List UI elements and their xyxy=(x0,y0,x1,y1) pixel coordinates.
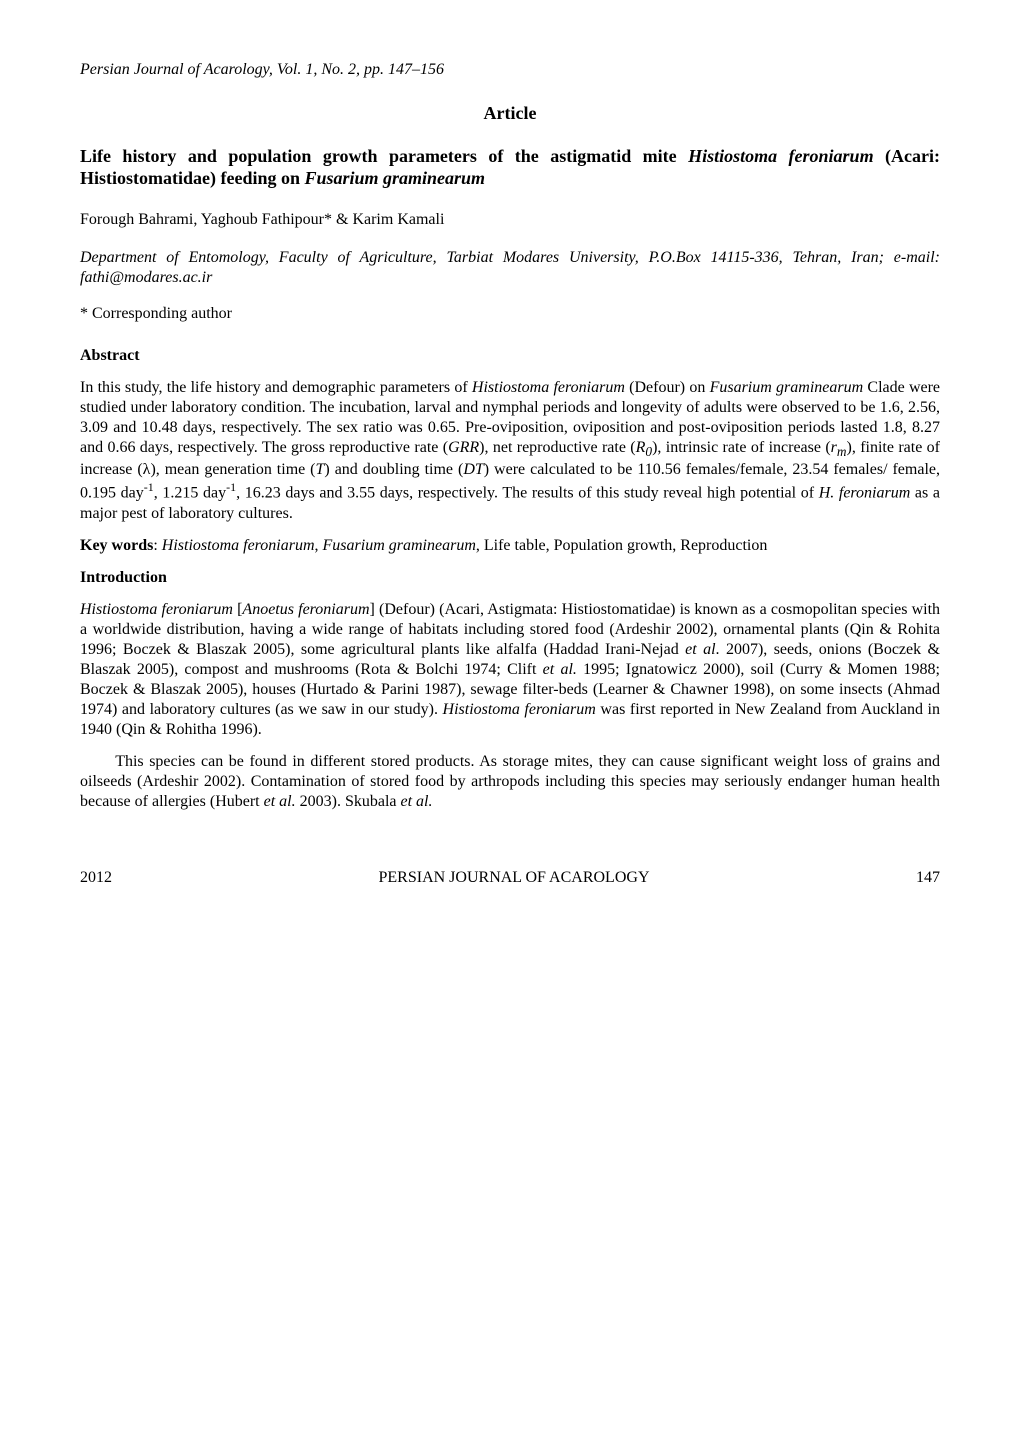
intro-paragraph-2: This species can be found in different s… xyxy=(80,752,940,812)
abstract-species: Histiostoma feroniarum xyxy=(472,379,625,396)
abstract-paragraph: In this study, the life history and demo… xyxy=(80,378,940,524)
keywords-species: Histiostoma feroniarum xyxy=(162,537,315,554)
introduction-heading: Introduction xyxy=(80,568,940,588)
title-species-2: Fusarium graminearum xyxy=(305,168,486,188)
intro-etal: et al xyxy=(685,641,715,658)
keywords-species: Fusarium graminearum xyxy=(323,537,476,554)
intro-species: Histiostoma feroniarum xyxy=(443,701,596,718)
journal-header: Persian Journal of Acarology, Vol. 1, No… xyxy=(80,60,940,80)
paper-title: Life history and population growth param… xyxy=(80,145,940,190)
title-species-1: Histiostoma feroniarum xyxy=(688,146,873,166)
abstract-species: Fusarium graminearum xyxy=(710,379,864,396)
abstract-text: ), intrinsic rate of increase ( xyxy=(652,439,831,456)
keywords-paragraph: Key words: Histiostoma feroniarum, Fusar… xyxy=(80,536,940,556)
abstract-text: (Defour) on xyxy=(625,379,710,396)
abstract-text: ) and doubling time ( xyxy=(324,461,463,478)
abstract-species: H. feroniarum xyxy=(819,485,911,502)
footer-journal: PERSIAN JOURNAL OF ACAROLOGY xyxy=(112,868,916,888)
footer-page-number: 147 xyxy=(916,868,940,888)
intro-paragraph-1: Histiostoma feroniarum [Anoetus feroniar… xyxy=(80,600,940,740)
abstract-text: , 16.23 days and 3.55 days, respectively… xyxy=(236,485,819,502)
intro-text: This species can be found in different s… xyxy=(80,753,940,810)
affiliation: Department of Entomology, Faculty of Agr… xyxy=(80,248,940,288)
intro-species: Histiostoma feroniarum xyxy=(80,601,233,618)
keywords-text: : xyxy=(153,537,161,554)
abstract-text: , 1.215 day xyxy=(154,485,226,502)
footer-year: 2012 xyxy=(80,868,112,888)
abstract-text: In this study, the life history and demo… xyxy=(80,379,472,396)
intro-etal: et al. xyxy=(543,661,577,678)
abstract-text: ), net reproductive rate ( xyxy=(479,439,635,456)
authors-line: Forough Bahrami, Yaghoub Fathipour* & Ka… xyxy=(80,210,940,230)
intro-species: Anoetus feroniarum xyxy=(242,601,369,618)
abstract-symbol: R xyxy=(636,439,646,456)
keywords-label: Key words xyxy=(80,537,153,554)
intro-text: [ xyxy=(233,601,243,618)
keywords-text: , xyxy=(315,537,323,554)
abstract-symbol: GRR xyxy=(448,439,479,456)
corresponding-author-note: * Corresponding author xyxy=(80,304,940,324)
abstract-superscript: -1 xyxy=(144,480,154,494)
intro-etal: et al. xyxy=(264,793,296,810)
article-label: Article xyxy=(80,102,940,125)
keywords-text: , Life table, Population growth, Reprodu… xyxy=(476,537,768,554)
title-text-1: Life history and population growth param… xyxy=(80,146,688,166)
abstract-heading: Abstract xyxy=(80,346,940,366)
intro-etal: et al. xyxy=(401,793,433,810)
abstract-superscript: -1 xyxy=(226,480,236,494)
abstract-symbol: DT xyxy=(463,461,483,478)
page-footer: 2012 PERSIAN JOURNAL OF ACAROLOGY 147 xyxy=(80,868,940,888)
intro-text: 2003). Skubala xyxy=(296,793,401,810)
abstract-subscript: m xyxy=(837,444,847,459)
